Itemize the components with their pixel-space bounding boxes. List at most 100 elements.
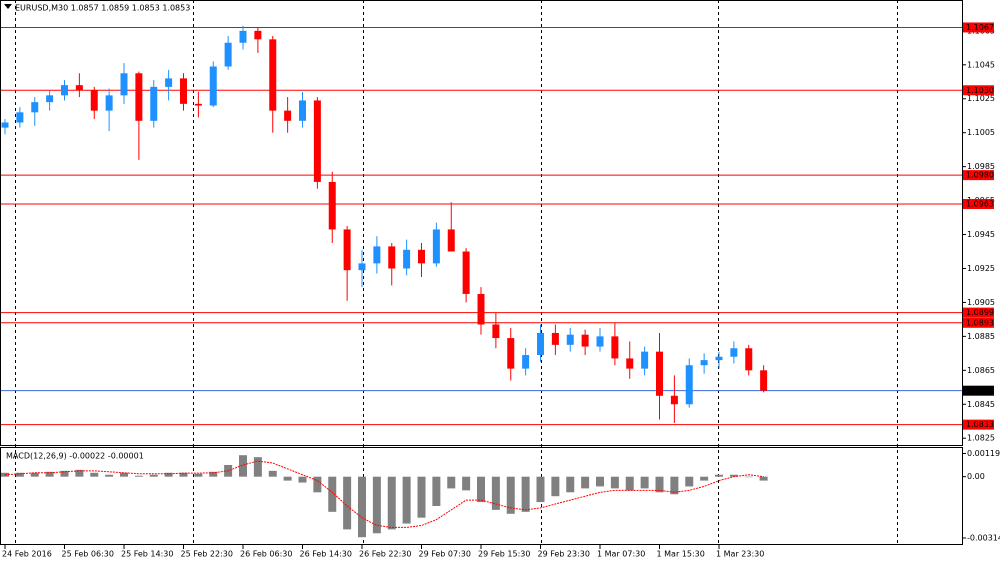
x-tick-label: 1 Mar 23:30 bbox=[716, 550, 764, 559]
candle-body bbox=[641, 351, 649, 369]
macd-bar bbox=[596, 476, 604, 487]
candle-body bbox=[135, 73, 143, 121]
macd-bar bbox=[655, 476, 664, 493]
macd-bar bbox=[640, 476, 649, 489]
candle-body bbox=[194, 103, 202, 106]
macd-bar bbox=[625, 476, 634, 491]
macd-bar bbox=[744, 476, 753, 478]
y-tick-label: 0.00 bbox=[967, 472, 985, 481]
separators bbox=[15, 0, 898, 545]
macd-bar bbox=[15, 472, 24, 477]
candle-body bbox=[209, 66, 217, 106]
macd-bar bbox=[253, 457, 262, 477]
candle-body bbox=[492, 324, 500, 339]
candle-body bbox=[75, 85, 83, 91]
y-tick-label: 1.1025 bbox=[967, 94, 995, 103]
candle-body bbox=[343, 229, 351, 271]
candle-body bbox=[462, 251, 470, 294]
level-label-box bbox=[963, 85, 994, 96]
level-label: 1.0899 bbox=[966, 308, 994, 317]
frames bbox=[0, 0, 963, 545]
x-tick-label: 24 Feb 2016 bbox=[2, 550, 52, 559]
candle-body bbox=[403, 249, 411, 269]
candle-body bbox=[31, 102, 39, 113]
candle-body bbox=[432, 229, 440, 264]
candle-body bbox=[313, 100, 321, 182]
macd-bar bbox=[521, 476, 530, 512]
macd-bar bbox=[715, 474, 723, 477]
chart-title: EURUSD,M30 1.0857 1.0859 1.0853 1.0853 bbox=[15, 4, 190, 13]
macd-bar bbox=[90, 472, 99, 477]
level-label-box bbox=[963, 22, 994, 33]
menu-icon[interactable] bbox=[4, 4, 12, 9]
macd-bar bbox=[759, 476, 768, 481]
candle-body bbox=[656, 351, 663, 396]
level-label-box bbox=[963, 198, 994, 209]
x-tick-label: 29 Feb 07:30 bbox=[419, 550, 471, 559]
x-tick-label: 26 Feb 06:30 bbox=[240, 550, 292, 559]
y-tick-label: 1.0865 bbox=[967, 366, 995, 375]
candle-body bbox=[328, 181, 336, 230]
candle-body bbox=[730, 348, 738, 357]
x-tick-label: 1 Mar 07:30 bbox=[597, 550, 645, 559]
macd-bar bbox=[268, 470, 277, 477]
candle-body bbox=[700, 360, 708, 366]
candle-body bbox=[537, 332, 544, 356]
macd-bar bbox=[700, 476, 709, 481]
level-label: 1.0893 bbox=[966, 318, 994, 327]
candle-body bbox=[447, 229, 455, 252]
candle-body bbox=[165, 78, 173, 87]
macd-title: MACD(12,26,9) -0.00022 -0.00001 bbox=[6, 452, 144, 461]
macd-bar bbox=[283, 476, 292, 481]
candle-body bbox=[61, 85, 68, 96]
candle-body bbox=[254, 30, 262, 40]
level-label: 1.1030 bbox=[966, 86, 994, 95]
y-tick-label: 1.0825 bbox=[967, 434, 995, 443]
macd-frame bbox=[0, 447, 963, 545]
macd-bar bbox=[30, 472, 39, 477]
macd-bar bbox=[536, 476, 545, 503]
candle-body bbox=[596, 336, 604, 347]
candle-body bbox=[284, 110, 292, 121]
x-tick-label: 25 Feb 22:30 bbox=[181, 550, 233, 559]
candle-body bbox=[299, 100, 306, 121]
level-label: 1.1067 bbox=[966, 23, 994, 32]
candle-body bbox=[46, 95, 54, 103]
macd-bar bbox=[447, 476, 456, 489]
y-tick-label: 0.00119 bbox=[967, 449, 1000, 458]
level-label: 1.0833 bbox=[966, 420, 994, 429]
macd-bar bbox=[402, 476, 411, 524]
macd-bar bbox=[209, 471, 218, 477]
macd-bar bbox=[164, 472, 173, 477]
macd-bar bbox=[462, 476, 471, 491]
candle-body bbox=[180, 78, 187, 104]
macd-bar bbox=[45, 471, 54, 477]
macd-bar bbox=[506, 476, 515, 514]
candle-body bbox=[358, 263, 366, 271]
y-tick-label: 1.0945 bbox=[967, 230, 995, 239]
candle-body bbox=[522, 355, 530, 369]
x-tick-label: 26 Feb 14:30 bbox=[300, 550, 352, 559]
macd-bar bbox=[685, 476, 694, 487]
price-frame bbox=[0, 0, 963, 446]
candle-body bbox=[224, 42, 232, 67]
y-tick-label: 1.0905 bbox=[967, 298, 995, 307]
x-tick-label: 25 Feb 06:30 bbox=[62, 550, 114, 559]
last-price-box bbox=[963, 385, 994, 396]
macd-bar bbox=[566, 476, 575, 493]
macd-bar bbox=[328, 476, 337, 512]
macd-bar bbox=[239, 455, 247, 477]
macd-bar bbox=[358, 476, 366, 538]
macd-bar bbox=[417, 476, 426, 518]
macd-bar bbox=[372, 476, 381, 534]
macd-bar bbox=[551, 476, 560, 497]
y-tick-label: 1.1045 bbox=[967, 60, 995, 69]
candle-body bbox=[507, 338, 515, 369]
candle-body bbox=[16, 112, 24, 123]
candle-body bbox=[745, 348, 753, 371]
candle-body bbox=[477, 293, 485, 325]
last-price-label: 1.0853 bbox=[966, 386, 994, 395]
x-tick-label: 29 Feb 23:30 bbox=[538, 550, 590, 559]
macd-bar bbox=[610, 476, 619, 489]
